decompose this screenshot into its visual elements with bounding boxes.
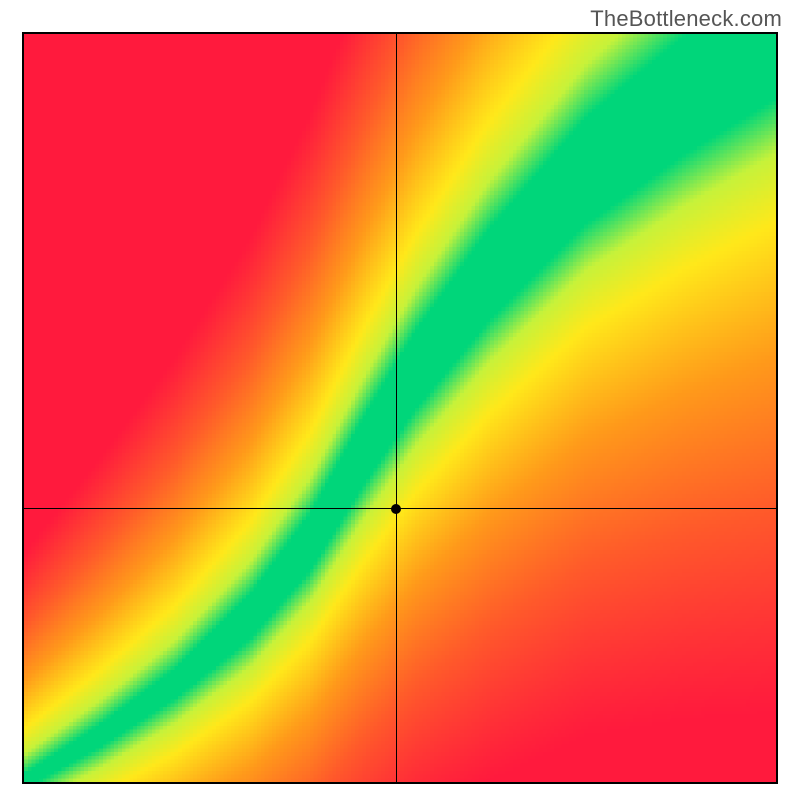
heatmap-canvas [24,34,776,782]
marker-dot [391,504,401,514]
crosshair-vertical [396,34,397,782]
watermark-text: TheBottleneck.com [590,6,782,32]
